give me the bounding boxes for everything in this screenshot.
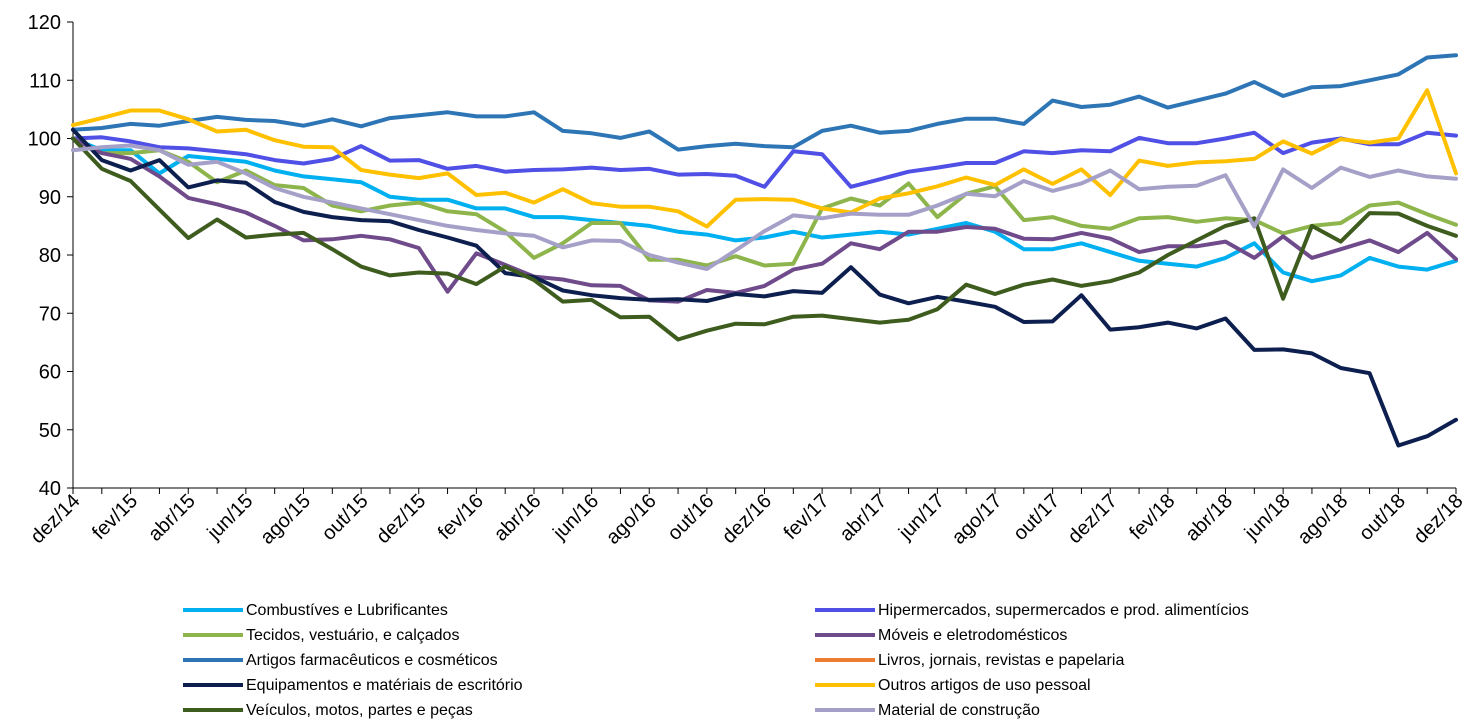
legend-label: Material de construção <box>878 702 1040 719</box>
series-line <box>71 88 1458 229</box>
x-tick-label: dez/15 <box>372 490 430 548</box>
y-tick-label: 50 <box>39 420 61 442</box>
x-tick-label: abr/17 <box>836 490 892 546</box>
series-line <box>71 136 1458 342</box>
series-line <box>71 127 1458 448</box>
x-tick-label: fev/16 <box>434 490 488 544</box>
x-tick-label: dez/16 <box>718 490 776 548</box>
y-tick-label: 60 <box>39 362 61 384</box>
series-line <box>71 136 1458 268</box>
x-tick-label: dez/17 <box>1064 490 1122 548</box>
y-tick-label: 120 <box>28 12 61 34</box>
x-tick-label: abr/18 <box>1181 490 1237 546</box>
y-tick-label: 70 <box>39 303 61 325</box>
x-tick-label: ago/17 <box>948 490 1007 549</box>
x-tick-label: dez/18 <box>1410 490 1468 548</box>
y-tick-label: 110 <box>29 70 61 92</box>
legend-label: Livros, jornais, revistas e papelaria <box>878 652 1124 669</box>
series-line <box>71 136 1458 304</box>
x-tick-label: fev/15 <box>88 490 142 544</box>
legend-label: Móveis e eletrodomésticos <box>878 627 1067 644</box>
legend-label: Equipamentos e matériais de escritório <box>246 677 523 694</box>
x-tick-label: ago/15 <box>256 490 315 549</box>
series-line <box>71 130 1458 189</box>
x-tick-label: out/18 <box>1355 490 1410 545</box>
legend-label: Veículos, motos, partes e peças <box>246 702 473 719</box>
x-tick-label: abr/15 <box>144 490 200 546</box>
legend-label: Hipermercados, supermercados e prod. ali… <box>878 602 1249 619</box>
legend-label: Tecidos, vestuário, e calçados <box>246 627 459 644</box>
y-tick-label: 80 <box>39 245 61 267</box>
x-tick-label: jun/15 <box>203 490 258 545</box>
series-line <box>71 136 1458 284</box>
series-line <box>71 143 1458 271</box>
y-tick-label: 90 <box>39 187 61 209</box>
x-tick-label: abr/16 <box>490 490 546 546</box>
x-tick-label: jun/18 <box>1240 490 1295 545</box>
y-tick-label: 40 <box>39 478 61 500</box>
x-tick-label: out/15 <box>318 490 373 545</box>
x-tick-label: jun/16 <box>548 490 603 545</box>
x-tick-label: out/17 <box>1009 490 1064 545</box>
x-tick-label: jun/17 <box>894 490 949 545</box>
legend-label: Outros artigos de uso pessoal <box>878 677 1091 694</box>
y-tick-label: 100 <box>28 129 61 151</box>
x-tick-label: ago/18 <box>1293 490 1352 549</box>
x-tick-label: fev/17 <box>780 490 834 544</box>
legend-label: Artigos farmacêuticos e cosméticos <box>246 652 498 669</box>
x-tick-label: fev/18 <box>1125 490 1179 544</box>
x-tick-label: out/16 <box>664 490 719 545</box>
series-line <box>71 53 1458 152</box>
legend-label: Combustíves e Lubrificantes <box>246 602 448 619</box>
x-tick-label: ago/16 <box>602 490 661 549</box>
